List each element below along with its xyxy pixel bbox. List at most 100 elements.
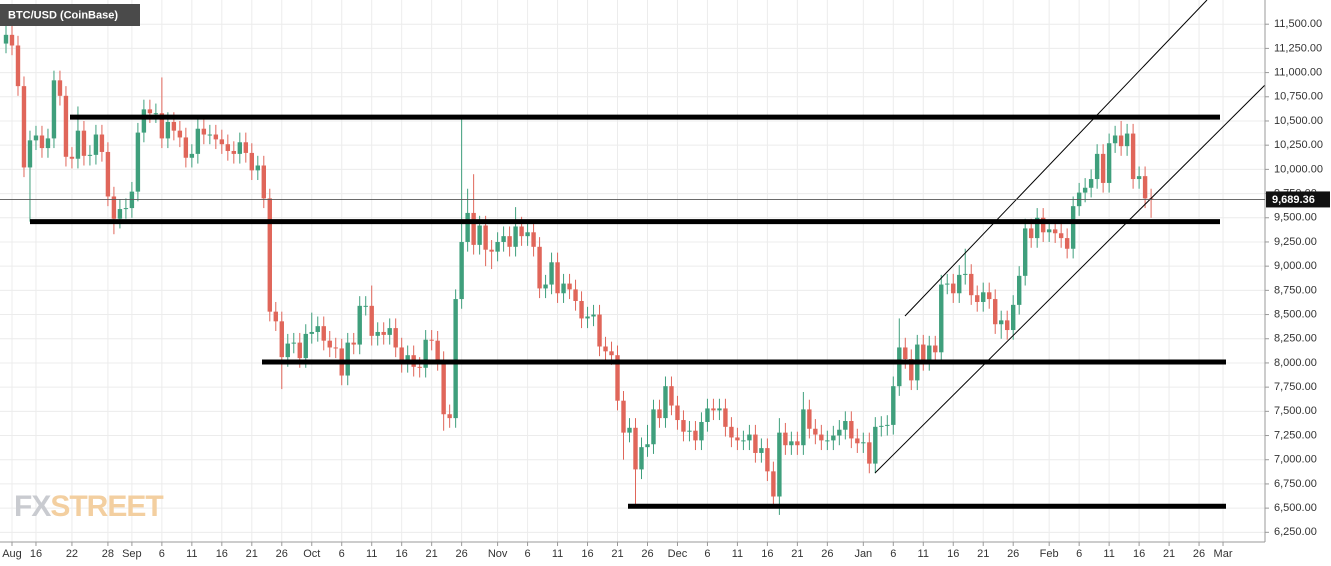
x-tick-label: 16: [761, 548, 773, 560]
candle-body: [201, 128, 207, 135]
candle-body: [117, 209, 123, 219]
candles: [3, 14, 1154, 515]
candle-body: [363, 305, 368, 307]
candle-body: [945, 283, 950, 285]
candle-body: [957, 274, 962, 294]
candle-body: [669, 386, 674, 406]
candle-body: [609, 351, 614, 356]
candle-body: [1052, 229, 1058, 234]
candle-body: [183, 137, 189, 158]
last-price-label: 9,689.36: [1272, 194, 1315, 206]
watermark: FXSTREET: [14, 490, 163, 523]
candle-body: [1136, 176, 1142, 180]
candle-body: [465, 212, 470, 242]
candle-body: [357, 305, 362, 345]
y-tick-label: 8,500.00: [1274, 308, 1317, 320]
candle-body: [741, 440, 746, 442]
candle-body: [1034, 217, 1040, 239]
x-tick-label: 11: [366, 548, 377, 560]
candle-body: [519, 226, 524, 237]
candle-body: [1046, 229, 1052, 233]
candle-body: [321, 326, 326, 341]
candle-body: [483, 225, 488, 250]
candle-body: [999, 320, 1004, 325]
y-tick-label: 8,000.00: [1274, 357, 1317, 369]
x-tick-label: 26: [641, 548, 653, 560]
candle-body: [345, 342, 350, 376]
candle-body: [825, 440, 830, 442]
candle-body: [441, 361, 446, 415]
candle-body: [417, 366, 422, 368]
x-tick-label: 21: [791, 548, 803, 560]
candle-body: [147, 109, 153, 114]
x-tick-label: Feb: [1040, 548, 1059, 560]
x-tick-label: 11: [186, 548, 197, 560]
candle-body: [969, 273, 974, 296]
y-tick-label: 10,750.00: [1274, 91, 1323, 103]
candle-body: [1130, 133, 1136, 180]
y-tick-label: 11,500.00: [1274, 18, 1322, 30]
candle-body: [981, 292, 986, 302]
x-tick-label: 16: [581, 548, 593, 560]
candle-body: [573, 289, 578, 302]
candle-body: [501, 236, 506, 242]
x-tick-label: 6: [704, 548, 710, 560]
candle-body: [861, 442, 866, 444]
candle-body: [717, 408, 722, 411]
candle-body: [1022, 228, 1028, 276]
x-tick-label: 6: [890, 548, 896, 560]
y-tick-label: 9,250.00: [1274, 236, 1317, 248]
candle-body: [123, 208, 129, 210]
candle-body: [621, 400, 626, 433]
candle-body: [543, 284, 548, 289]
grid: [0, 0, 1265, 542]
trend-line: [904, 0, 1208, 317]
candle-body: [663, 386, 668, 419]
x-tick-label: 26: [276, 548, 288, 560]
candle-body: [597, 314, 602, 347]
candle-body: [477, 225, 482, 245]
trend-line: [874, 84, 1266, 474]
candle-body: [105, 151, 111, 197]
x-tick-label: 21: [246, 548, 258, 560]
y-tick-label: 7,750.00: [1274, 381, 1317, 393]
candle-body: [27, 140, 33, 168]
x-tick-label: 26: [1193, 548, 1205, 560]
candle-body: [405, 355, 410, 363]
candle-body: [789, 441, 794, 446]
candle-body: [1100, 153, 1106, 183]
y-tick-label: 6,500.00: [1274, 502, 1317, 514]
x-tick-label: Oct: [303, 548, 320, 560]
x-tick-label: 11: [1103, 548, 1114, 560]
candle-body: [1016, 275, 1022, 305]
candle-body: [747, 434, 752, 441]
candle-body: [705, 408, 710, 422]
candle-body: [39, 135, 45, 149]
candle-body: [285, 343, 290, 358]
candle-body: [15, 45, 21, 87]
candle-body: [291, 342, 296, 344]
candle-body: [1028, 228, 1034, 239]
candle-body: [1124, 133, 1130, 147]
x-tick-label: 16: [947, 548, 959, 560]
candle-body: [165, 121, 171, 139]
candle-body: [975, 295, 980, 302]
candle-body: [279, 321, 284, 358]
candle-body: [429, 339, 434, 341]
x-tick-label: 16: [396, 548, 408, 560]
candle-body: [711, 408, 716, 411]
x-tick-label: 22: [66, 548, 78, 560]
candle-body: [753, 434, 758, 453]
candle-body: [921, 344, 926, 362]
candle-body: [453, 299, 458, 419]
last-price-box: [1266, 191, 1330, 208]
candle-body: [267, 198, 272, 312]
candle-body: [951, 283, 956, 294]
candle-body: [567, 283, 572, 290]
candle-body: [843, 421, 848, 430]
candle-body: [507, 236, 512, 247]
candle-body: [681, 420, 686, 432]
x-tick-label: 6: [1076, 548, 1082, 560]
candle-body: [1142, 176, 1148, 199]
candle-body: [189, 153, 195, 158]
